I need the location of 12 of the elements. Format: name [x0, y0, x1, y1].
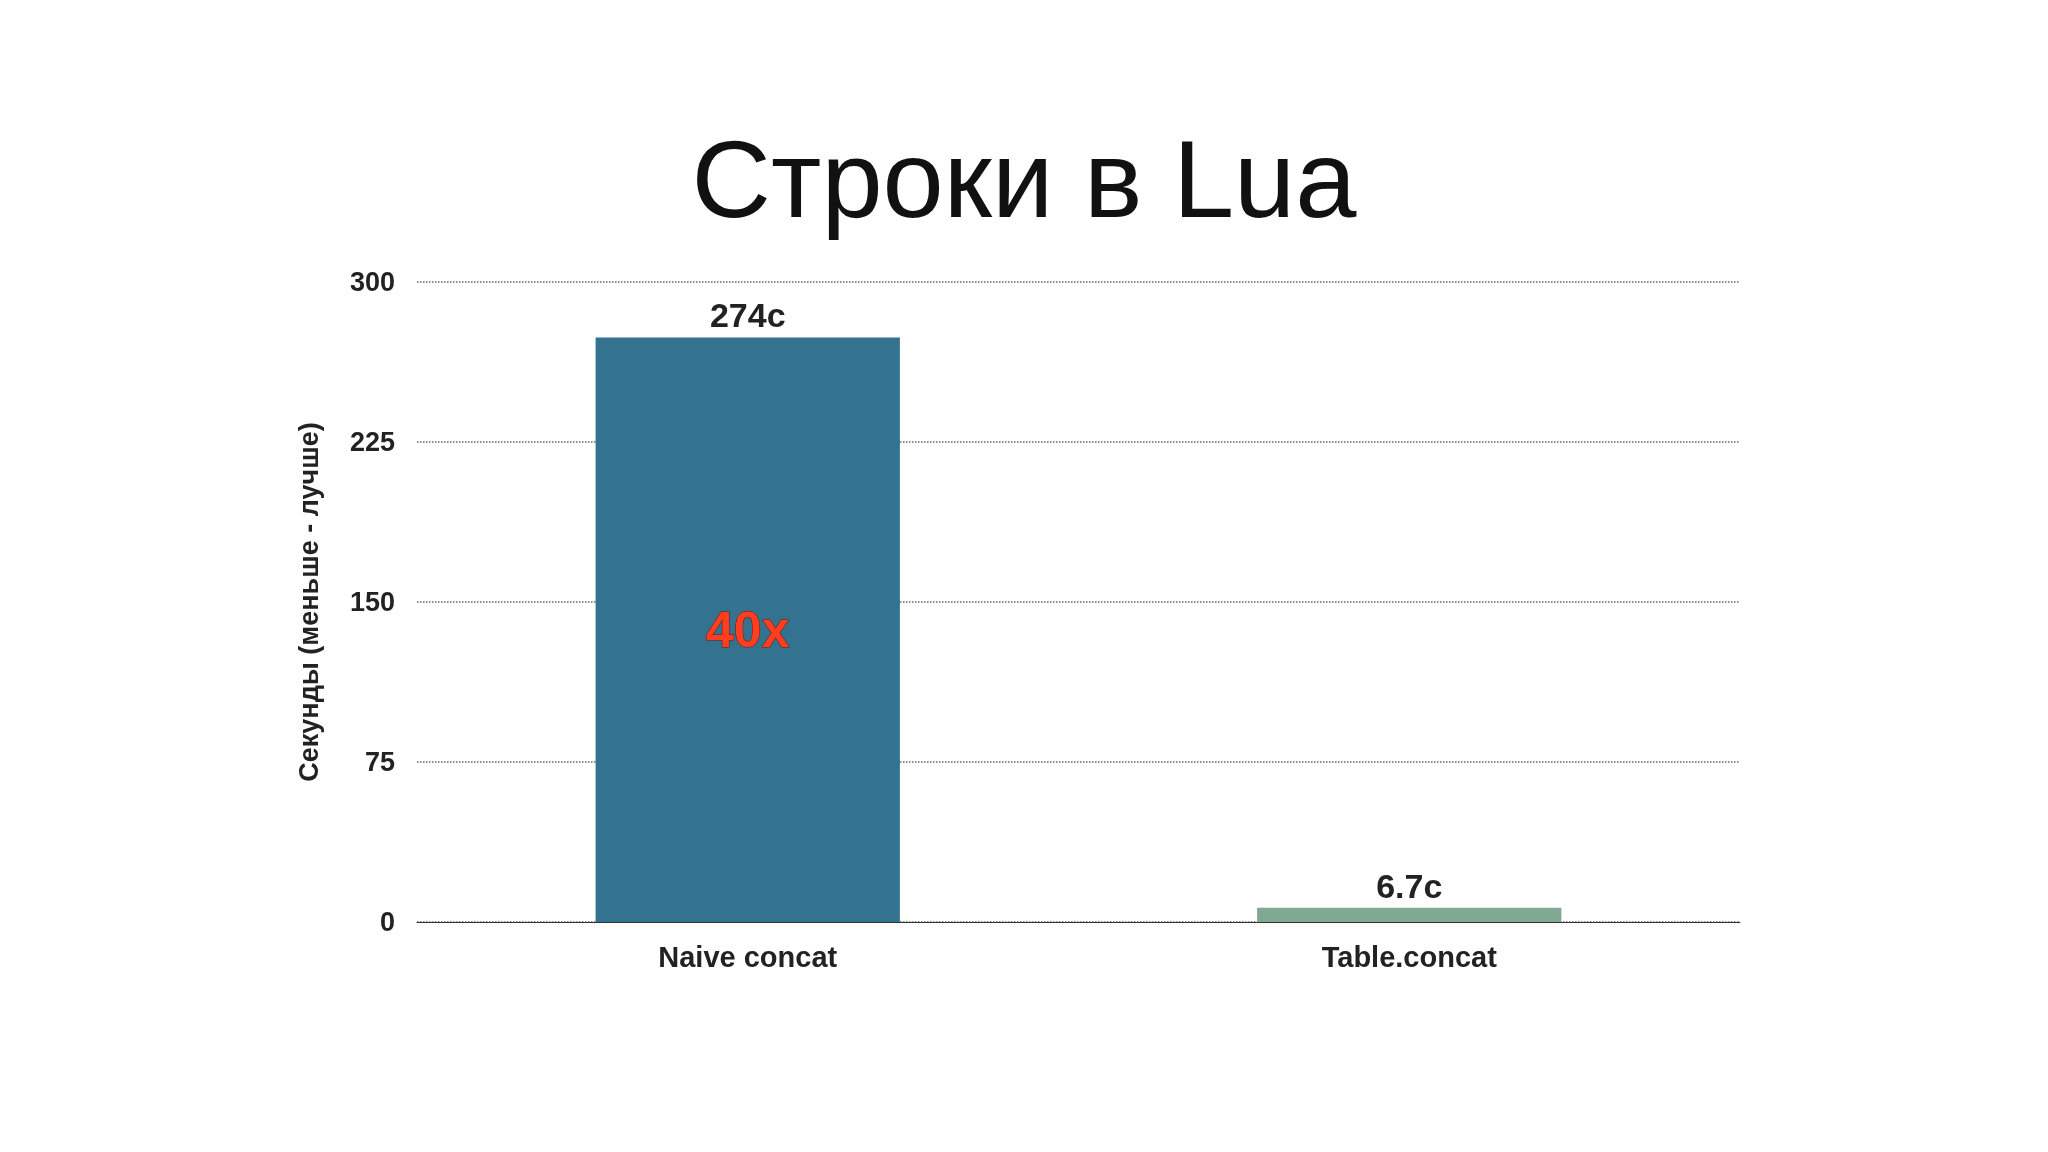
annotation: 40x	[706, 601, 790, 658]
y-tick-label: 0	[379, 907, 395, 937]
y-tick-label: 300	[349, 267, 395, 297]
y-axis-title: Секунды (меньше - лучше)	[293, 422, 324, 782]
y-tick-label: 75	[364, 747, 395, 777]
chart-title: Строки в Lua	[691, 116, 1358, 240]
x-tick-label: Naive concat	[658, 940, 838, 973]
y-tick-label: 150	[349, 587, 395, 617]
y-tick-label: 225	[349, 427, 395, 457]
data-label: 274c	[709, 296, 786, 335]
x-tick-label: Table.concat	[1321, 940, 1498, 973]
data-label: 6.7c	[1376, 866, 1443, 905]
